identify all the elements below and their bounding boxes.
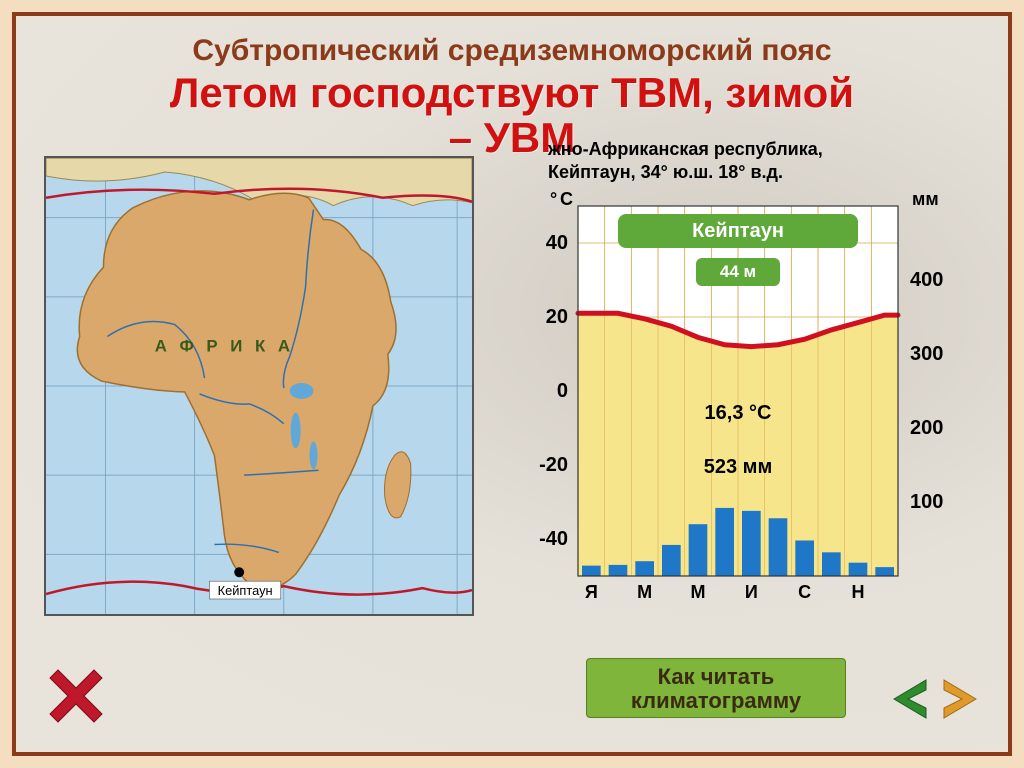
svg-text:Я: Я [585, 582, 598, 602]
svg-text:16,3 °C: 16,3 °C [705, 402, 772, 424]
map-svg: А Ф Р И К А Кейптаун [46, 158, 472, 614]
svg-text:20: 20 [546, 306, 568, 328]
africa-map: А Ф Р И К А Кейптаун [44, 156, 474, 616]
svg-text:Кейптаун: Кейптаун [692, 220, 784, 242]
climatogram-svg: °Cмм40200-20-40400300200100ЯММИСНКейптау… [508, 186, 968, 616]
continent-label: А Ф Р И К А [155, 336, 294, 355]
city-marker [234, 567, 244, 577]
belt-title: Субтропический средиземноморский пояс [40, 34, 984, 68]
svg-text:С: С [798, 582, 811, 602]
svg-text:-20: -20 [539, 454, 568, 476]
next-arrow-icon[interactable] [944, 680, 976, 718]
chart-subtitle-l1: жно-Африканская республика, [548, 139, 823, 159]
nav-arrows [890, 672, 980, 726]
svg-text:200: 200 [910, 417, 943, 439]
svg-text:°: ° [550, 189, 557, 209]
svg-text:C: C [560, 189, 573, 209]
svg-text:мм: мм [912, 189, 939, 209]
how-to-read-label: Как читать климатограмму [631, 664, 801, 713]
svg-text:523 мм: 523 мм [704, 456, 773, 478]
svg-text:Н: Н [852, 582, 865, 602]
svg-text:0: 0 [557, 380, 568, 402]
svg-text:100: 100 [910, 491, 943, 513]
chart-subtitle: жно-Африканская республика, Кейптаун, 34… [548, 138, 948, 183]
lake-tanganyika [291, 413, 301, 449]
close-icon [44, 664, 108, 728]
svg-text:М: М [691, 582, 706, 602]
lake-malawi [310, 441, 318, 469]
svg-text:И: И [745, 582, 758, 602]
chart-subtitle-l2: Кейптаун, 34° ю.ш. 18° в.д. [548, 162, 783, 182]
svg-text:40: 40 [546, 232, 568, 254]
svg-text:44 м: 44 м [720, 262, 756, 281]
city-label: Кейптаун [218, 583, 273, 598]
svg-text:300: 300 [910, 343, 943, 365]
climatogram: °Cмм40200-20-40400300200100ЯММИСНКейптау… [508, 186, 968, 616]
lake-victoria [290, 383, 314, 399]
slide-frame-outer: Субтропический средиземноморский пояс Ле… [0, 0, 1024, 768]
svg-text:М: М [637, 582, 652, 602]
svg-text:-40: -40 [539, 528, 568, 550]
how-to-read-button[interactable]: Как читать климатограмму [586, 658, 846, 718]
slide-frame-inner: Субтропический средиземноморский пояс Ле… [12, 12, 1012, 756]
prev-arrow-icon[interactable] [894, 680, 928, 718]
airmass-line1: Летом господствуют ТВМ, зимой [170, 69, 854, 116]
close-button[interactable] [44, 664, 108, 728]
svg-text:400: 400 [910, 269, 943, 291]
